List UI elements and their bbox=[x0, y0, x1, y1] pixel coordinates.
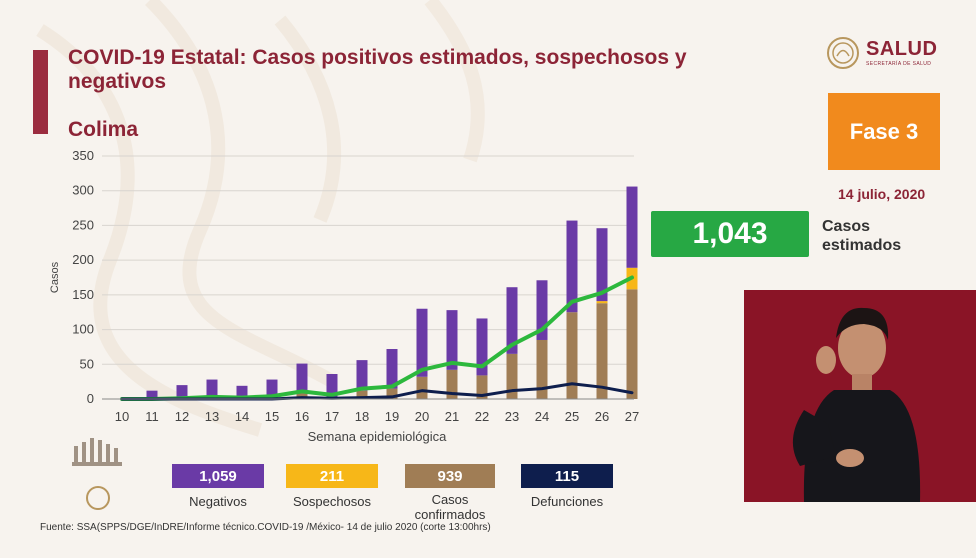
bar-segment bbox=[476, 375, 488, 399]
bar-segment bbox=[236, 385, 248, 399]
x-tick-label: 22 bbox=[475, 409, 489, 424]
x-tick-label: 10 bbox=[115, 409, 129, 424]
x-tick-label: 19 bbox=[385, 409, 399, 424]
sign-language-interpreter bbox=[744, 290, 976, 502]
bar-segment bbox=[416, 376, 428, 399]
y-tick-label: 300 bbox=[72, 183, 94, 198]
cases-chart: 0 50 100 150 200 250 300 350 Casos 10 11 12 13 14 15 16… bbox=[49, 148, 639, 444]
report-date: 14 julio, 2020 bbox=[838, 186, 926, 202]
x-tick-label: 16 bbox=[295, 409, 309, 424]
y-tick-label: 0 bbox=[87, 391, 94, 406]
bar-segment bbox=[476, 318, 488, 376]
bar-segment bbox=[596, 303, 608, 399]
x-tick-label: 23 bbox=[505, 409, 519, 424]
interpreter-figure bbox=[792, 307, 921, 502]
bar-segment bbox=[536, 280, 548, 340]
legend-value-3: 939 bbox=[405, 464, 495, 488]
x-tick-label: 25 bbox=[565, 409, 579, 424]
legend-value-4: 115 bbox=[521, 464, 613, 488]
bar-segment bbox=[566, 312, 578, 399]
estimated-cases-label: Casos estimados bbox=[822, 218, 902, 254]
bar-segment bbox=[356, 390, 368, 399]
bar-segment bbox=[446, 310, 458, 370]
bar-segment bbox=[356, 360, 368, 391]
bar-segment bbox=[506, 287, 518, 354]
y-axis-label: Casos bbox=[49, 261, 61, 293]
y-tick-label: 100 bbox=[72, 322, 94, 337]
bar-segment bbox=[296, 363, 308, 394]
bar-segment bbox=[176, 385, 188, 399]
x-axis-label: Semana epidemiológica bbox=[308, 429, 448, 444]
bar-segment bbox=[386, 388, 398, 399]
legend-label-3: Casos confirmados bbox=[414, 492, 486, 522]
bar-segment bbox=[536, 339, 548, 399]
bar-segment bbox=[626, 289, 638, 399]
page-title: COVID-19 Estatal: Casos positivos estima… bbox=[68, 46, 687, 93]
state-name: Colima bbox=[68, 118, 139, 141]
x-tick-label: 13 bbox=[205, 409, 219, 424]
x-tick-label: 20 bbox=[415, 409, 429, 424]
y-tick-label: 200 bbox=[72, 252, 94, 267]
logo-subtext: SECRETARÍA DE SALUD bbox=[866, 61, 932, 67]
bar-segment bbox=[626, 186, 638, 268]
emblem-icon bbox=[827, 37, 859, 69]
legend-value-1: 1,059 bbox=[172, 464, 264, 488]
bar-segment bbox=[446, 369, 458, 399]
x-tick-label: 17 bbox=[325, 409, 339, 424]
y-tick-label: 350 bbox=[72, 148, 94, 163]
bar-segment bbox=[386, 349, 398, 389]
legend-label-1: Negativos bbox=[189, 494, 247, 509]
y-tick-label: 150 bbox=[72, 287, 94, 302]
estimated-cases-value: 1,043 bbox=[651, 211, 809, 257]
x-tick-label: 15 bbox=[265, 409, 279, 424]
y-tick-label: 50 bbox=[80, 356, 94, 371]
legend-label-2: Sospechosos bbox=[292, 494, 372, 509]
x-tick-label: 12 bbox=[175, 409, 189, 424]
legend-value-2: 211 bbox=[286, 464, 378, 488]
x-tick-label: 26 bbox=[595, 409, 609, 424]
bar-segment bbox=[596, 228, 608, 302]
x-tick-label: 14 bbox=[235, 409, 249, 424]
x-tick-label: 27 bbox=[625, 409, 639, 424]
bar-segment bbox=[416, 308, 428, 377]
x-tick-label: 11 bbox=[145, 409, 159, 424]
bar-segment bbox=[146, 390, 158, 399]
bar-segment bbox=[566, 220, 578, 313]
title-accent-bar bbox=[33, 50, 48, 134]
x-tick-label: 21 bbox=[445, 409, 459, 424]
bar-segment bbox=[206, 379, 218, 399]
logo-text: SALUD bbox=[866, 38, 938, 60]
salud-logo: SALUD SECRETARÍA DE SALUD bbox=[826, 36, 946, 72]
government-emblem-icon bbox=[72, 438, 122, 510]
x-tick-label: 18 bbox=[355, 409, 369, 424]
series-line bbox=[120, 275, 634, 401]
bar-segment bbox=[326, 374, 338, 397]
x-tick-label: 24 bbox=[535, 409, 549, 424]
legend-label-4: Defunciones bbox=[530, 494, 604, 509]
source-note: Fuente: SSA(SPPS/DGE/InDRE/Informe técni… bbox=[40, 522, 491, 533]
phase-badge: Fase 3 bbox=[828, 93, 940, 170]
y-tick-label: 250 bbox=[72, 217, 94, 232]
bar-segment bbox=[596, 301, 608, 304]
bar-segment bbox=[506, 353, 518, 399]
bar-segment bbox=[266, 379, 278, 399]
